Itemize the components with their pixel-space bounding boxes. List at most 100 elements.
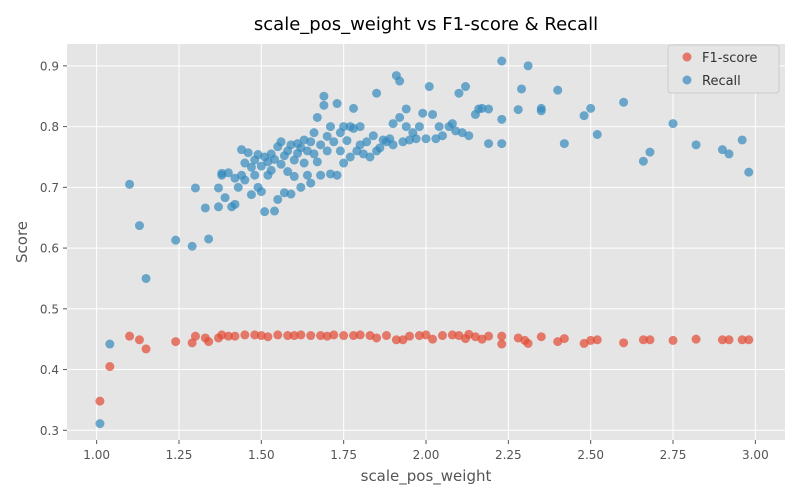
data-point-recall xyxy=(329,137,339,147)
data-point-recall xyxy=(214,202,224,212)
data-point-f1-score xyxy=(398,335,408,345)
x-axis-label: scale_pos_weight xyxy=(361,467,492,486)
data-point-recall xyxy=(204,234,214,244)
data-point-recall xyxy=(395,112,405,122)
x-tick-label: 1.00 xyxy=(83,448,110,462)
data-point-recall xyxy=(266,165,276,175)
data-point-recall xyxy=(368,131,378,141)
data-point-recall xyxy=(619,97,629,107)
data-point-recall xyxy=(171,235,181,245)
data-point-recall xyxy=(256,161,266,171)
data-point-recall xyxy=(276,137,286,147)
data-point-recall xyxy=(345,152,355,162)
data-point-recall xyxy=(388,140,398,150)
x-tick-labels: 1.00 1.25 1.50 1.75 2.00 2.25 2.50 2.75 3.00 xyxy=(83,440,769,462)
data-point-f1-score xyxy=(283,331,293,341)
data-point-recall xyxy=(309,128,319,138)
data-point-f1-score xyxy=(391,335,401,345)
data-point-f1-score xyxy=(717,335,727,345)
data-point-recall xyxy=(296,182,306,192)
data-point-recall xyxy=(283,167,293,177)
data-point-recall xyxy=(316,140,326,150)
data-point-f1-score xyxy=(737,335,747,345)
x-tick-label: 1.25 xyxy=(166,448,193,462)
data-point-recall xyxy=(691,140,701,150)
data-point-recall xyxy=(559,139,569,149)
data-point-recall xyxy=(335,146,345,156)
x-tick-label: 2.75 xyxy=(660,448,687,462)
data-point-f1-score xyxy=(414,331,424,341)
data-point-f1-score xyxy=(437,331,447,341)
x-tick-label: 2.00 xyxy=(413,448,440,462)
data-point-recall xyxy=(187,241,197,251)
data-point-recall xyxy=(309,149,319,159)
data-point-recall xyxy=(523,61,533,71)
data-point-recall xyxy=(737,135,747,145)
data-point-recall xyxy=(306,178,316,188)
data-point-recall xyxy=(579,111,589,121)
data-point-recall xyxy=(230,199,240,209)
data-point-recall xyxy=(362,137,372,147)
y-tick-label: 0.7 xyxy=(40,181,59,195)
data-point-f1-score xyxy=(306,331,316,341)
data-point-recall xyxy=(645,147,655,157)
data-point-f1-score xyxy=(497,331,507,341)
data-point-recall xyxy=(513,105,523,115)
data-point-recall xyxy=(484,104,494,114)
data-point-recall xyxy=(388,119,398,129)
data-point-recall xyxy=(322,131,332,141)
data-point-recall xyxy=(256,187,266,197)
data-point-recall xyxy=(220,193,230,203)
data-point-recall xyxy=(306,137,316,147)
data-point-recall xyxy=(286,189,296,199)
data-point-recall xyxy=(312,112,322,122)
data-point-f1-score xyxy=(240,330,250,340)
data-point-f1-score xyxy=(95,396,105,406)
data-point-f1-score xyxy=(349,331,359,341)
data-point-f1-score xyxy=(744,335,754,345)
data-point-recall xyxy=(276,159,286,169)
x-tick-label: 2.25 xyxy=(495,448,522,462)
data-point-f1-score xyxy=(619,338,629,348)
data-point-f1-score xyxy=(484,331,494,341)
data-point-recall xyxy=(302,170,312,180)
data-point-f1-score xyxy=(141,344,151,354)
data-point-f1-score xyxy=(316,331,326,341)
data-point-recall xyxy=(289,155,299,165)
data-point-recall xyxy=(497,114,507,124)
data-point-recall xyxy=(322,146,332,156)
data-point-f1-score xyxy=(691,334,701,344)
data-point-recall xyxy=(217,168,227,178)
data-point-f1-score xyxy=(447,330,457,340)
data-point-f1-score xyxy=(421,330,431,340)
legend-marker-f1-score xyxy=(682,52,692,62)
data-point-recall xyxy=(339,158,349,168)
data-point-f1-score xyxy=(204,337,214,347)
y-tick-label: 0.3 xyxy=(40,424,59,438)
data-point-recall xyxy=(316,170,326,180)
y-tick-label: 0.8 xyxy=(40,120,59,134)
data-point-f1-score xyxy=(296,330,306,340)
data-point-recall xyxy=(349,103,359,113)
data-point-recall xyxy=(312,157,322,167)
x-tick-label: 1.50 xyxy=(248,448,275,462)
data-point-recall xyxy=(668,119,678,129)
data-point-f1-score xyxy=(125,331,135,341)
x-tick-label: 1.75 xyxy=(330,448,357,462)
data-point-f1-score xyxy=(638,335,648,345)
data-point-f1-score xyxy=(497,339,507,349)
data-point-recall xyxy=(464,131,474,141)
data-point-recall xyxy=(355,122,365,132)
data-point-recall xyxy=(372,88,382,98)
grid-lines xyxy=(67,44,785,440)
data-point-f1-score xyxy=(263,332,273,342)
data-point-recall xyxy=(517,84,527,94)
data-point-recall xyxy=(484,139,494,149)
data-point-f1-score xyxy=(372,333,382,343)
data-point-recall xyxy=(401,104,411,114)
data-point-recall xyxy=(365,152,375,162)
data-point-recall xyxy=(342,136,352,146)
data-point-f1-score xyxy=(586,335,596,345)
data-point-f1-score xyxy=(289,331,299,341)
